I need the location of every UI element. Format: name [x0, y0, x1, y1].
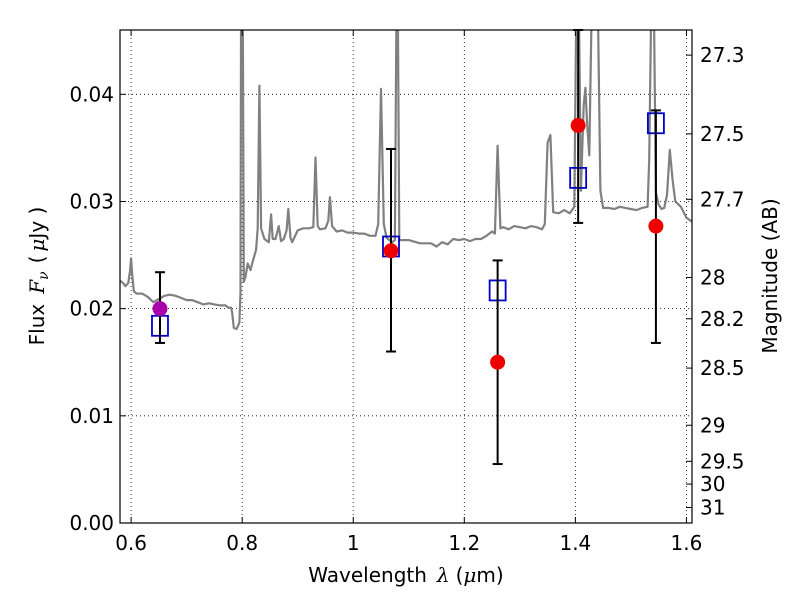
observed-flux-point — [152, 301, 168, 317]
grid — [120, 30, 692, 524]
observed-flux-point — [490, 354, 506, 370]
observed-flux-point — [570, 117, 586, 133]
y2-tick-label: 29.5 — [700, 449, 745, 473]
y2-tick-label: 31 — [700, 496, 725, 520]
plot-frame — [119, 29, 693, 524]
model-spectrum-line — [120, 30, 692, 331]
y2-tick-label: 28 — [700, 265, 725, 289]
y-tick-label: 0.00 — [69, 511, 114, 535]
x-tick-label: 1.6 — [671, 531, 703, 555]
plot-data — [120, 30, 692, 331]
x-tick-label: 1.4 — [559, 531, 591, 555]
y-axis-label: FluxFν(μJy ) — [25, 207, 52, 346]
observed-flux-point — [383, 243, 399, 259]
y2-tick-label: 27.5 — [700, 122, 745, 146]
axis-ticks: 0.6 0.8 1 1.2 1.4 1.6 0.00 0.01 0.02 0.03 0.04 27.3… — [69, 30, 745, 555]
x-tick-label: 0.6 — [115, 531, 147, 555]
x-tick-label: 0.8 — [226, 531, 258, 555]
y2-tick-label: 27.7 — [700, 187, 745, 211]
y-tick-label: 0.04 — [69, 82, 114, 106]
x-axis-label: Wavelength λ (μm) — [308, 563, 503, 587]
y2-tick-label: 27.3 — [700, 43, 745, 67]
y-tick-label: 0.02 — [69, 297, 114, 321]
y2-tick-label: 30 — [700, 472, 725, 496]
y2-axis-label: Magnitude (AB) — [758, 198, 782, 353]
y2-tick-label: 28.2 — [700, 307, 745, 331]
y2-tick-label: 29 — [700, 413, 725, 437]
observed-flux-point — [648, 218, 664, 234]
y2-tick-label: 28.5 — [700, 356, 745, 380]
x-tick-label: 1.2 — [448, 531, 480, 555]
y-tick-label: 0.01 — [69, 404, 114, 428]
plot-area — [120, 29, 692, 466]
x-tick-label: 1 — [347, 531, 360, 555]
y-tick-label: 0.03 — [69, 189, 114, 213]
